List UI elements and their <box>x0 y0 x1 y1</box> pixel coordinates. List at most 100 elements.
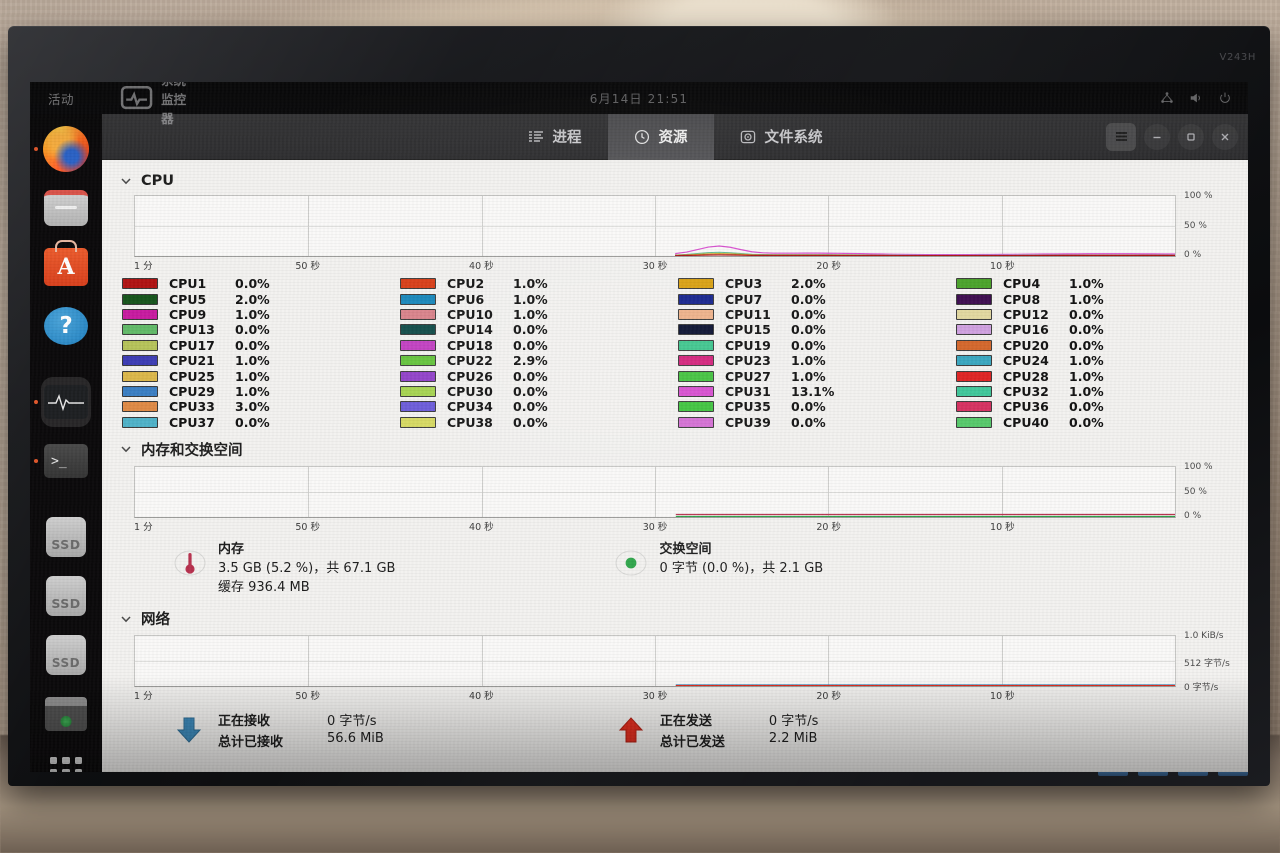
dock-item-ubuntu-software[interactable]: A <box>41 242 91 292</box>
dock-item-ssd-1[interactable]: SSD <box>41 512 91 562</box>
sending-rate-value: 0 字节/s <box>768 714 819 730</box>
activities-button[interactable]: 活动 <box>48 91 75 107</box>
cpu-value-label: 0.0% <box>513 383 548 399</box>
cpu-name-label: CPU28 <box>1003 368 1049 384</box>
memory-section-title: 内存和交换空间 <box>141 442 243 459</box>
cpu-legend-item: CPU35 0.0% <box>678 399 956 414</box>
cpu-legend: CPU1 0.0% CPU2 1.0% CPU3 2.0% CPU4 1.0% CPU5 2.0%… <box>116 272 1234 432</box>
cpu-name-label: CPU18 <box>447 337 493 353</box>
net-y-label-zero: 0 字节/s <box>1184 683 1219 694</box>
cpu-legend-item: CPU16 0.0% <box>956 322 1234 337</box>
cpu-name-label: CPU38 <box>447 414 493 430</box>
memory-x-axis-wrap: 1 分 50 秒 40 秒 30 秒 20 秒 10 秒 <box>116 518 1234 533</box>
cpu-legend-item: CPU23 1.0% <box>678 353 956 368</box>
dock-item-ssd-3[interactable]: SSD <box>41 630 91 680</box>
axis-tick-label: 10 秒 <box>990 521 1015 533</box>
cpu-section-header[interactable]: CPU <box>116 168 1234 195</box>
power-icon[interactable] <box>1218 91 1232 105</box>
cpu-value-label: 0.0% <box>1069 337 1104 353</box>
memory-section-header[interactable]: 内存和交换空间 <box>116 434 1234 466</box>
swap-usage: 0 字节 (0.0 %)，共 2.1 GB <box>659 560 824 576</box>
system-monitor-window: 进程 资源 <box>102 113 1248 772</box>
mem-y-label-0: 0 % <box>1184 510 1202 521</box>
tab-processes-label: 进程 <box>552 130 582 146</box>
system-monitor-icon <box>120 86 153 110</box>
cpu-legend-item: CPU39 0.0% <box>678 415 956 430</box>
volume-icon[interactable] <box>1189 91 1203 105</box>
cpu-value-label: 1.0% <box>235 368 270 384</box>
chevron-down-icon-memory[interactable] <box>120 443 132 455</box>
show-applications-icon <box>46 753 86 772</box>
gridline-vertical <box>828 196 830 256</box>
dock-item-help[interactable]: ? <box>41 301 91 351</box>
axis-tick-label: 1 分 <box>134 261 153 272</box>
cpu-legend-item: CPU8 1.0% <box>956 291 1234 307</box>
cpu-color-swatch <box>956 370 992 382</box>
tab-resources-label: 资源 <box>658 130 688 146</box>
axis-tick-label: 50 秒 <box>295 521 320 533</box>
gridline-vertical <box>655 196 656 256</box>
cpu-trace-layer <box>135 196 1175 256</box>
memory-thermometer-icon <box>174 547 206 579</box>
cpu-name-label: CPU20 <box>1003 337 1049 353</box>
cpu-legend-item: CPU13 0.0% <box>122 322 400 337</box>
cpu-name-label: CPU3 <box>725 276 763 292</box>
cpu-color-swatch <box>678 308 714 320</box>
cpu-y-axis: 100 % 50 % 0 % <box>1176 191 1234 260</box>
dock-item-show-apps[interactable] <box>41 748 91 772</box>
system-tray[interactable] <box>1160 91 1232 105</box>
cpu-legend-item: CPU34 0.0% <box>400 399 678 414</box>
close-button[interactable] <box>1212 123 1238 150</box>
dock-item-drive[interactable] <box>41 689 91 739</box>
chevron-down-icon-network[interactable] <box>120 613 132 625</box>
minimize-button[interactable] <box>1144 123 1170 150</box>
minimize-icon <box>1153 136 1161 138</box>
maximize-button[interactable] <box>1178 123 1204 150</box>
chevron-down-icon[interactable] <box>120 175 132 187</box>
network-section-header[interactable]: 网络 <box>116 603 1234 635</box>
app-menu[interactable]: 系统监控器 <box>120 82 191 127</box>
cpu-color-swatch <box>678 355 714 367</box>
dock-item-ssd-2[interactable]: SSD <box>41 571 91 621</box>
cpu-value-label: 1.0% <box>791 368 826 384</box>
cpu-color-swatch <box>400 324 436 336</box>
cpu-color-swatch <box>400 401 436 413</box>
cpu-legend-item: CPU17 0.0% <box>122 338 400 353</box>
cpu-name-label: CPU4 <box>1003 276 1041 292</box>
dock-item-firefox[interactable] <box>41 124 91 174</box>
cpu-name-label: CPU9 <box>169 306 207 322</box>
cpu-legend-item: CPU29 1.0% <box>122 384 400 399</box>
cpu-name-label: CPU24 <box>1003 353 1049 369</box>
dock-item-terminal[interactable]: >_ <box>41 436 91 486</box>
network-icon[interactable] <box>1160 91 1174 105</box>
network-y-axis: 1.0 KiB/s 512 字节/s 0 字节/s <box>1176 631 1234 693</box>
cpu-legend-item: CPU40 0.0% <box>956 415 1234 430</box>
cpu-color-swatch <box>400 385 436 397</box>
files-icon <box>44 190 88 226</box>
cpu-name-label: CPU15 <box>725 322 771 338</box>
hamburger-menu-button[interactable] <box>1106 122 1136 151</box>
axis-tick-label: 1 分 <box>134 691 153 703</box>
cpu-name-label: CPU39 <box>725 414 771 430</box>
ssd-drive-icon-2: SSD <box>46 576 86 616</box>
clock[interactable]: 6月14日 21:51 <box>589 91 689 106</box>
cpu-name-label: CPU10 <box>447 306 493 322</box>
gridline-vertical <box>308 196 310 256</box>
dock-item-system-monitor[interactable] <box>41 377 91 427</box>
cpu-color-swatch <box>122 385 158 397</box>
tab-resources[interactable]: 资源 <box>607 113 714 160</box>
tab-filesystems[interactable]: 文件系统 <box>714 114 849 160</box>
memory-readouts: 内存 3.5 GB (5.2 %)，共 67.1 GB 缓存 936.4 MB <box>116 533 1234 602</box>
tab-processes[interactable]: 进程 <box>502 114 608 160</box>
cpu-trace <box>676 246 1175 256</box>
cpu-color-swatch <box>122 308 158 320</box>
axis-tick-label: 20 秒 <box>816 261 841 272</box>
dock: A ? >_ SSD <box>30 114 102 772</box>
gridline-vertical <box>481 636 483 687</box>
drive-icon <box>45 697 87 731</box>
cpu-name-label: CPU16 <box>1003 322 1049 338</box>
cpu-value-label: 0.0% <box>235 322 270 338</box>
cpu-legend-item: CPU25 1.0% <box>122 368 400 384</box>
dock-item-files[interactable] <box>41 183 91 233</box>
cpu-legend-item: CPU15 0.0% <box>678 322 956 337</box>
